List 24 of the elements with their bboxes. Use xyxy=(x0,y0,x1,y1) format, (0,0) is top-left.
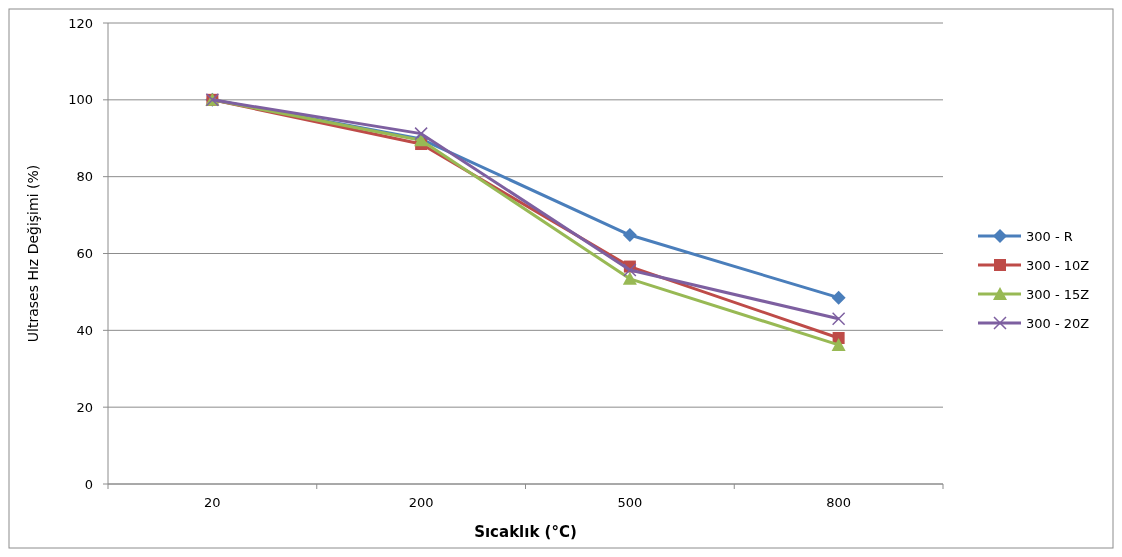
x-tick-label: 500 xyxy=(617,495,643,510)
point xyxy=(623,263,637,277)
x-tick-label: 200 xyxy=(408,495,434,510)
legend-label: 300 - R xyxy=(1026,228,1073,244)
x-tick-label: 20 xyxy=(204,495,221,510)
point xyxy=(831,337,846,351)
point xyxy=(622,228,637,243)
point xyxy=(622,271,637,285)
legend-label: 300 - 20Z xyxy=(1026,315,1090,331)
legend-label: 300 - 10Z xyxy=(1026,257,1090,273)
y-axis-title: Ultrases Hız Değişimi (%) xyxy=(25,164,41,343)
point xyxy=(831,290,846,305)
y-tick-label: 40 xyxy=(76,322,93,338)
point xyxy=(414,126,428,141)
y-tick-label: 120 xyxy=(68,15,93,31)
y-tick-label: 0 xyxy=(84,476,93,492)
y-tick-label: 80 xyxy=(76,169,93,185)
x-tick-label: 800 xyxy=(826,495,852,510)
y-tick-label: 100 xyxy=(68,92,93,108)
point xyxy=(831,312,846,326)
legend-label: 300 - 15Z xyxy=(1026,286,1090,302)
x-axis-title: Sıcaklık (°C) xyxy=(474,523,577,541)
y-tick-label: 20 xyxy=(76,399,93,415)
y-tick-label: 60 xyxy=(76,246,93,262)
